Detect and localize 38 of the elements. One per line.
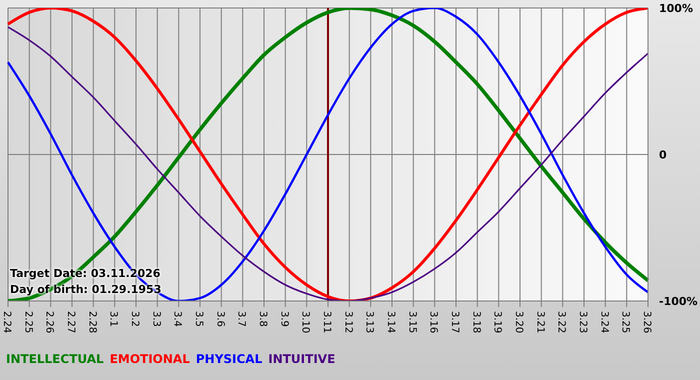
x-tick-label: 3.17 bbox=[449, 311, 460, 334]
x-tick-label: 3.4 bbox=[172, 311, 183, 327]
y-tick-label: 100% bbox=[659, 2, 693, 15]
x-tick-label: 3.18 bbox=[470, 311, 482, 334]
x-tick-label: 3.16 bbox=[428, 311, 439, 334]
text: PHYSICAL bbox=[196, 352, 262, 366]
x-tick-label: 3.21 bbox=[534, 311, 546, 334]
x-tick-label: 3.26 bbox=[641, 311, 652, 334]
x-tick-label: 3.10 bbox=[300, 311, 311, 334]
x-tick-label: 3.6 bbox=[214, 311, 226, 327]
x-tick-label: 2.25 bbox=[22, 311, 34, 334]
x-tick-label: 3.14 bbox=[385, 311, 396, 334]
x-tick-label: 3.25 bbox=[620, 311, 631, 334]
x-tick-label: 3.8 bbox=[257, 311, 268, 327]
x-tick-label: 3.9 bbox=[278, 311, 290, 327]
x-tick-label: 3.15 bbox=[406, 311, 418, 334]
x-tick-label: 3.2 bbox=[129, 311, 140, 327]
text: INTELLECTUAL bbox=[6, 352, 104, 366]
text: INTUITIVE bbox=[268, 352, 336, 366]
text: EMOTIONAL bbox=[110, 352, 190, 366]
x-tick-label: 3.7 bbox=[236, 311, 247, 327]
x-tick-label: 3.3 bbox=[150, 311, 162, 327]
y-tick-label: 0 bbox=[659, 148, 667, 162]
x-tick-label: 3.5 bbox=[193, 311, 204, 327]
x-tick-label: 3.22 bbox=[556, 311, 567, 334]
x-tick-label: 2.28 bbox=[86, 311, 98, 334]
x-tick-label: 3.12 bbox=[342, 311, 354, 334]
x-tick-label: 3.11 bbox=[321, 311, 332, 334]
x-tick-label: 2.26 bbox=[44, 311, 55, 334]
x-tick-label: 3.1 bbox=[108, 311, 119, 327]
x-tick-label: 2.24 bbox=[1, 311, 12, 334]
x-tick-label: 3.23 bbox=[577, 311, 588, 334]
x-tick-label: 3.19 bbox=[492, 311, 503, 334]
x-tick-label: 3.20 bbox=[513, 311, 524, 334]
x-tick-label: 3.13 bbox=[364, 311, 375, 334]
y-tick-label: -100% bbox=[659, 295, 698, 308]
x-tick-label: 2.27 bbox=[65, 311, 76, 334]
x-tick-label: 3.24 bbox=[598, 311, 610, 334]
